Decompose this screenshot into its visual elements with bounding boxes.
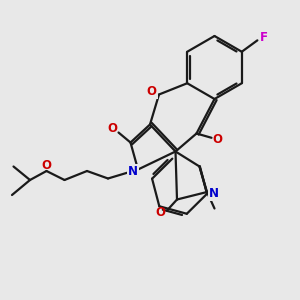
Text: O: O	[107, 122, 117, 135]
Text: N: N	[128, 165, 138, 178]
Text: N: N	[208, 187, 219, 200]
Text: O: O	[155, 206, 165, 219]
Text: O: O	[41, 159, 52, 172]
Text: F: F	[260, 31, 268, 44]
Text: O: O	[146, 85, 157, 98]
Text: O: O	[212, 133, 223, 146]
